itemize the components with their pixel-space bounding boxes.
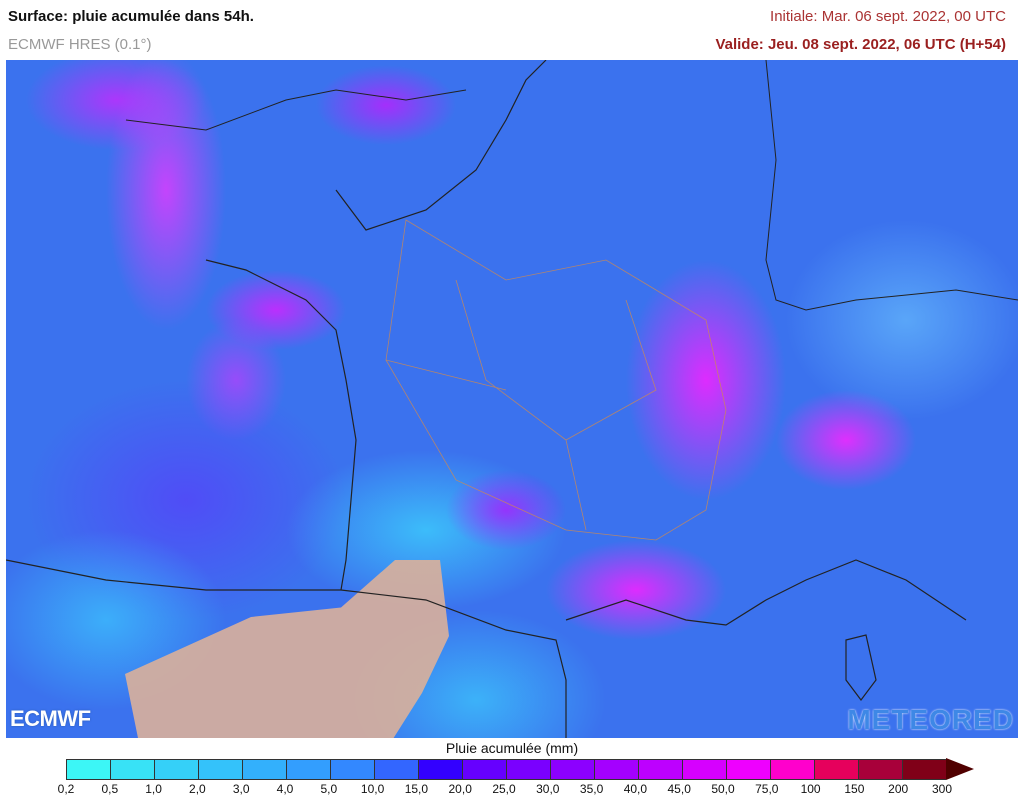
legend-label: 15,0 <box>404 782 429 796</box>
legend-label: 300 <box>931 782 953 796</box>
legend-labels: 0,2 0,5 1,0 2,0 3,0 4,0 5,0 10,0 15,0 20,0 25,0 30,… <box>0 782 1024 798</box>
legend-label: 35,0 <box>579 782 604 796</box>
legend-overflow-arrow <box>946 758 974 780</box>
legend-swatch <box>198 759 242 780</box>
legend-label: 2,0 <box>189 782 206 796</box>
precipitation-map[interactable] <box>6 60 1018 738</box>
legend-label: 45,0 <box>667 782 691 796</box>
legend-label: 10,0 <box>360 782 385 796</box>
legend-swatch <box>330 759 374 780</box>
legend-swatch <box>66 759 110 780</box>
legend-label: 1,0 <box>145 782 162 796</box>
legend-swatch <box>594 759 638 780</box>
map-title: Surface: pluie acumulée dans 54h. <box>8 8 254 25</box>
legend-swatch <box>286 759 330 780</box>
valid-time: Valide: Jeu. 08 sept. 2022, 06 UTC (H+54… <box>715 36 1006 53</box>
legend-swatch <box>506 759 550 780</box>
legend-label: 30,0 <box>536 782 560 796</box>
model-label: ECMWF HRES (0.1°) <box>8 36 152 53</box>
legend-label: 75,0 <box>755 782 779 796</box>
legend-swatch <box>418 759 462 780</box>
legend-swatch <box>242 759 286 780</box>
meteored-logo: METEORED <box>847 704 1014 735</box>
legend-label: 100 <box>800 782 821 796</box>
legend-label: 0,5 <box>101 782 119 796</box>
legend-label: 200 <box>888 782 909 796</box>
legend-swatch <box>638 759 682 780</box>
legend-swatch <box>902 759 946 780</box>
legend-label: 25,0 <box>492 782 516 796</box>
coastlines-borders <box>6 60 1018 738</box>
legend-label: 20,0 <box>448 782 472 796</box>
legend-label: 50,0 <box>711 782 735 796</box>
legend-swatch <box>726 759 770 780</box>
initial-time: Initiale: Mar. 06 sept. 2022, 00 UTC <box>770 8 1006 25</box>
legend-swatch <box>154 759 198 780</box>
ecmwf-logo: ECMWF <box>10 706 91 731</box>
legend-swatch <box>110 759 154 780</box>
legend-swatch <box>858 759 902 780</box>
legend-label: 0,2 <box>57 782 75 796</box>
legend-title: Pluie acumulée (mm) <box>445 740 579 756</box>
legend-label: 4,0 <box>276 782 294 796</box>
legend-swatch <box>550 759 594 780</box>
legend-swatch <box>374 759 418 780</box>
legend-color-bar <box>66 758 974 780</box>
legend-swatch <box>682 759 726 780</box>
legend-label: 5,0 <box>320 782 338 796</box>
legend-label: 40,0 <box>623 782 648 796</box>
legend-label: 150 <box>844 782 865 796</box>
legend-swatch <box>462 759 506 780</box>
legend-swatch <box>814 759 858 780</box>
legend-swatch <box>770 759 814 780</box>
legend-label: 3,0 <box>232 782 250 796</box>
